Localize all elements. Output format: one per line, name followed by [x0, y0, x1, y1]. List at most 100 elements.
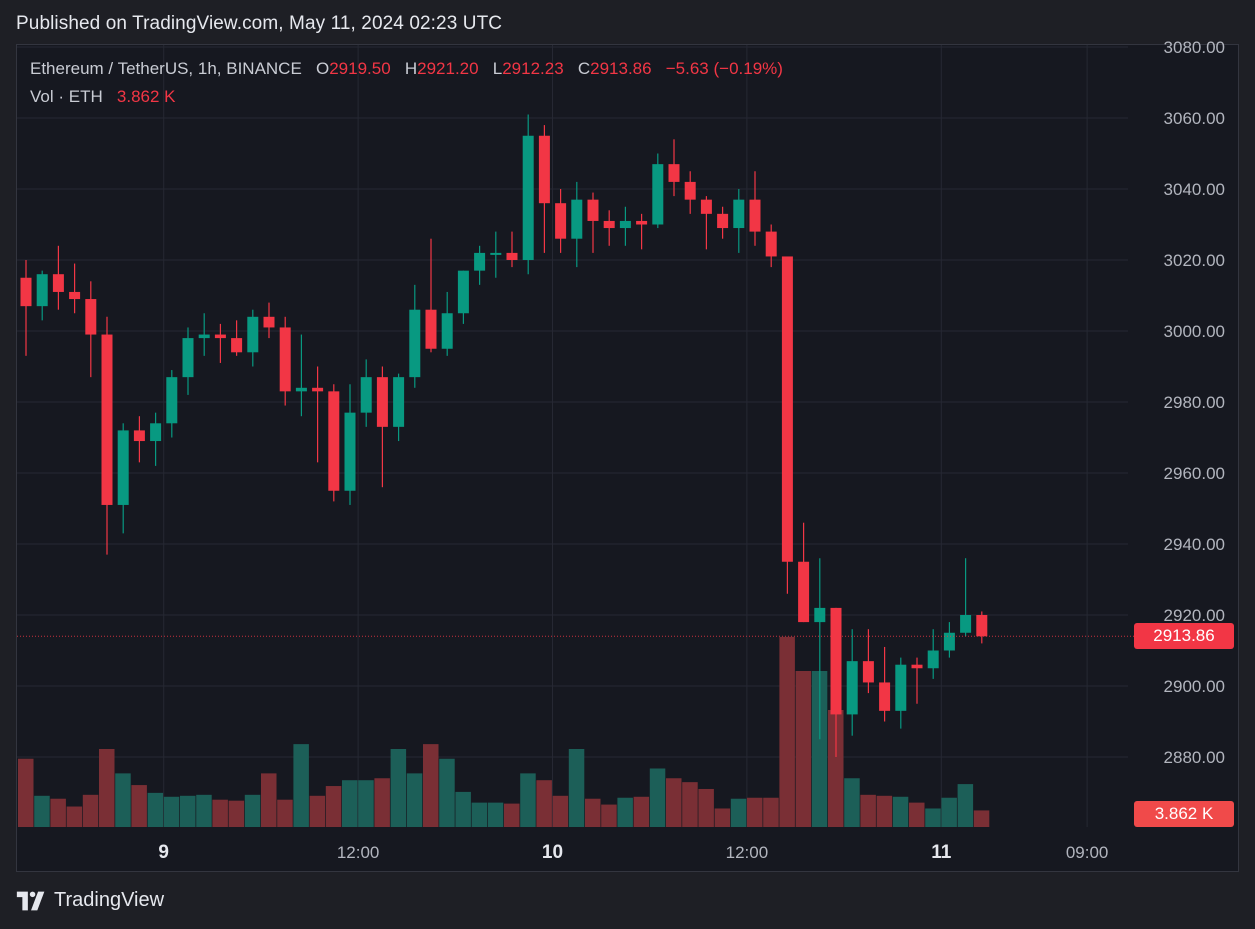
candle-body: [52, 274, 64, 292]
volume-bar: [50, 798, 66, 827]
low-label: L: [492, 59, 503, 78]
y-tick-label: 3040.00: [1164, 180, 1225, 199]
last-volume-tag: 3.862 K: [1134, 801, 1234, 827]
volume-bar: [876, 795, 893, 827]
volume-bar: [714, 808, 731, 827]
candle-body: [214, 334, 226, 339]
y-tick-label: 2920.00: [1164, 606, 1225, 625]
symbol-label[interactable]: Ethereum / TetherUS, 1h, BINANCE: [30, 59, 302, 78]
volume-bar: [34, 795, 50, 827]
low-value: 2912.23: [502, 59, 564, 78]
volume-bar: [552, 795, 569, 827]
ohlc-row: Ethereum / TetherUS, 1h, BINANCE O2919.5…: [30, 58, 783, 86]
x-tick-label: 11: [931, 842, 952, 863]
volume-bar: [487, 802, 504, 827]
high-value: 2921.20: [417, 59, 479, 78]
volume-value: 3.862 K: [116, 87, 176, 106]
candle-body: [150, 423, 162, 442]
candle-body: [85, 299, 97, 335]
candle-body: [652, 164, 664, 225]
footer-branding[interactable]: TradingView: [16, 889, 164, 912]
candle-body: [295, 387, 307, 392]
candle-body: [830, 607, 842, 715]
candle-body: [960, 615, 972, 633]
y-tick-label: 2980.00: [1164, 393, 1225, 412]
volume-bar: [99, 749, 115, 827]
candle-body: [101, 334, 113, 505]
volume-bar: [520, 773, 536, 827]
volume-bar: [309, 795, 326, 827]
y-tick-label: 2900.00: [1164, 677, 1225, 696]
candle-body: [231, 338, 243, 353]
candle-body: [263, 316, 275, 328]
tradingview-logo-icon: [16, 891, 45, 910]
candle-body: [409, 309, 421, 378]
candle-body: [393, 377, 405, 427]
change-value: −5.63 (−0.19%): [665, 59, 783, 78]
volume-bar: [601, 804, 617, 827]
candle-body: [555, 203, 567, 239]
candle-body: [636, 220, 648, 225]
volume-bar: [892, 796, 909, 827]
candle-body: [506, 252, 518, 260]
volume-bar: [455, 791, 471, 827]
volume-bar: [795, 671, 812, 827]
volume-bar: [763, 797, 779, 827]
candle-body: [911, 664, 923, 669]
candle-body: [425, 309, 437, 349]
chart-legend: Ethereum / TetherUS, 1h, BINANCE O2919.5…: [30, 58, 783, 114]
candle-body: [474, 252, 486, 271]
candle-body: [198, 334, 210, 339]
candle-body: [717, 213, 729, 229]
volume-bar: [698, 788, 714, 827]
volume-bar: [82, 794, 99, 827]
candle-body: [943, 632, 955, 651]
volume-label[interactable]: Vol · ETH: [30, 87, 103, 106]
y-tick-label: 3080.00: [1164, 38, 1225, 57]
y-tick-label: 2880.00: [1164, 748, 1225, 767]
candle-body: [522, 135, 534, 260]
x-tick-label: 09:00: [1066, 843, 1109, 862]
published-caption: Published on TradingView.com, May 11, 20…: [16, 13, 503, 34]
y-tick-label: 2960.00: [1164, 464, 1225, 483]
volume-bar: [244, 794, 261, 827]
candle-body: [846, 661, 858, 715]
volume-bar: [261, 773, 277, 827]
candle-body: [279, 327, 291, 392]
volume-bar: [730, 798, 747, 827]
volume-bar: [342, 780, 358, 827]
volume-bar: [277, 799, 293, 827]
volume-bar: [568, 749, 585, 827]
volume-bar: [941, 797, 957, 827]
candle-body: [328, 391, 340, 491]
high-label: H: [404, 59, 418, 78]
chart-frame[interactable]: [16, 44, 1239, 872]
brand-name: TradingView: [54, 889, 165, 911]
candle-body: [490, 252, 502, 255]
volume-bar: [973, 810, 990, 827]
candle-body: [895, 664, 907, 711]
candle-body: [457, 270, 469, 314]
volume-bar: [909, 802, 925, 827]
volume-bar: [147, 792, 164, 827]
candle-body: [798, 561, 810, 623]
y-tick-label: 3000.00: [1164, 322, 1225, 341]
candle-body: [538, 135, 550, 204]
last-price-tag: 2913.86: [1134, 623, 1234, 649]
y-tick-label: 2940.00: [1164, 535, 1225, 554]
candle-body: [247, 316, 259, 353]
volume-bar: [617, 797, 633, 827]
volume-bar: [811, 671, 828, 827]
volume-bar: [293, 744, 309, 827]
volume-row: Vol · ETH 3.862 K: [30, 86, 783, 114]
y-tick-label: 3020.00: [1164, 251, 1225, 270]
candle-body: [749, 199, 761, 232]
volume-bar: [828, 710, 844, 827]
candle-body: [684, 181, 696, 200]
candle-body: [976, 615, 988, 637]
volume-bar: [325, 786, 342, 827]
candle-body: [603, 220, 615, 229]
volume-bar: [66, 806, 83, 827]
volume-bar: [439, 758, 455, 827]
